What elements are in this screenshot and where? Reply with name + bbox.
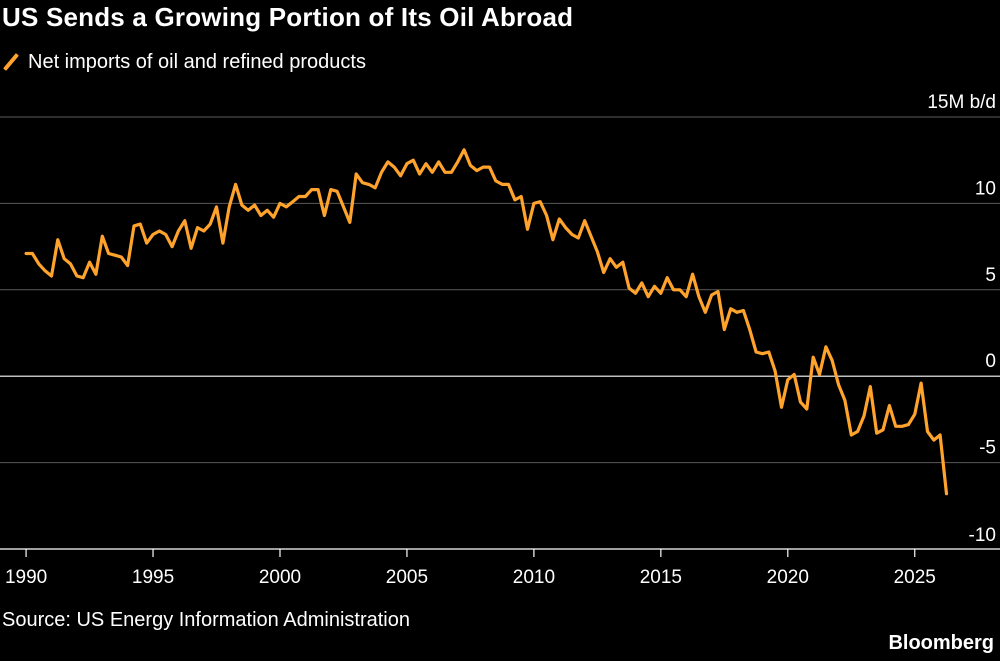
y-axis-tick-labels: 15M b/d 10 5 0 -5 -10 (927, 92, 996, 546)
x-tick-label: 2010 (513, 567, 555, 588)
y-tick-label: 15M b/d (927, 92, 996, 113)
x-tick-label: 1990 (5, 567, 47, 588)
x-tick-label: 1995 (132, 567, 174, 588)
y-tick-label: 5 (985, 265, 996, 286)
x-tick-label: 2005 (386, 567, 428, 588)
chart-title: US Sends a Growing Portion of Its Oil Ab… (2, 2, 574, 32)
x-axis: 1990 1995 2000 2005 2010 2015 2020 2025 (0, 548, 1000, 588)
y-tick-label: -10 (969, 525, 996, 546)
bloomberg-logo: Bloomberg (888, 632, 994, 654)
legend: Net imports of oil and refined products (4, 50, 366, 74)
y-tick-label: 10 (975, 178, 996, 199)
x-tick-label: 2020 (767, 567, 809, 588)
series-layer (24, 148, 949, 496)
x-tick-label: 2015 (640, 567, 682, 588)
y-tick-label: -5 (979, 438, 996, 459)
gridlines (0, 116, 1000, 464)
x-tick-label: 2000 (259, 567, 301, 588)
legend-label: Net imports of oil and refined products (28, 50, 366, 73)
series-line (24, 148, 949, 496)
source-note: Source: US Energy Information Administra… (2, 609, 410, 631)
x-tick-label: 2025 (894, 567, 936, 588)
y-tick-label: 0 (985, 351, 996, 372)
